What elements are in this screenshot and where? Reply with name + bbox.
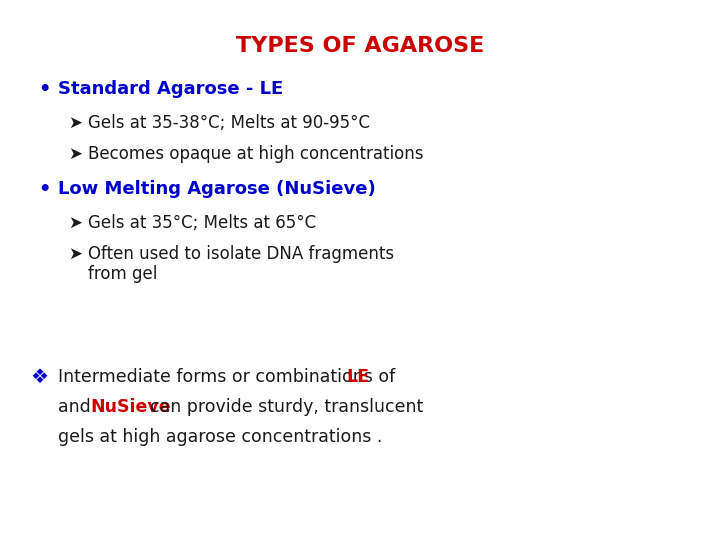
Text: Low Melting Agarose (NuSieve): Low Melting Agarose (NuSieve) <box>58 180 376 198</box>
Text: ➤: ➤ <box>68 114 82 132</box>
Text: •: • <box>38 180 50 199</box>
Text: Intermediate forms or combinations of: Intermediate forms or combinations of <box>58 368 401 386</box>
Text: and: and <box>58 398 96 416</box>
Text: •: • <box>38 80 50 99</box>
Text: ❖: ❖ <box>30 368 48 387</box>
Text: Gels at 35-38°C; Melts at 90-95°C: Gels at 35-38°C; Melts at 90-95°C <box>88 114 370 132</box>
Text: Gels at 35°C; Melts at 65°C: Gels at 35°C; Melts at 65°C <box>88 214 316 232</box>
Text: Becomes opaque at high concentrations: Becomes opaque at high concentrations <box>88 145 423 163</box>
Text: ➤: ➤ <box>68 214 82 232</box>
Text: ➤: ➤ <box>68 245 82 263</box>
Text: can provide sturdy, translucent: can provide sturdy, translucent <box>150 398 423 416</box>
Text: from gel: from gel <box>88 265 158 283</box>
Text: Standard Agarose - LE: Standard Agarose - LE <box>58 80 283 98</box>
Text: Often used to isolate DNA fragments: Often used to isolate DNA fragments <box>88 245 394 263</box>
Text: TYPES OF AGAROSE: TYPES OF AGAROSE <box>236 36 484 56</box>
Text: NuSieve: NuSieve <box>90 398 171 416</box>
Text: gels at high agarose concentrations .: gels at high agarose concentrations . <box>58 428 382 446</box>
Text: LE: LE <box>346 368 369 386</box>
Text: ➤: ➤ <box>68 145 82 163</box>
